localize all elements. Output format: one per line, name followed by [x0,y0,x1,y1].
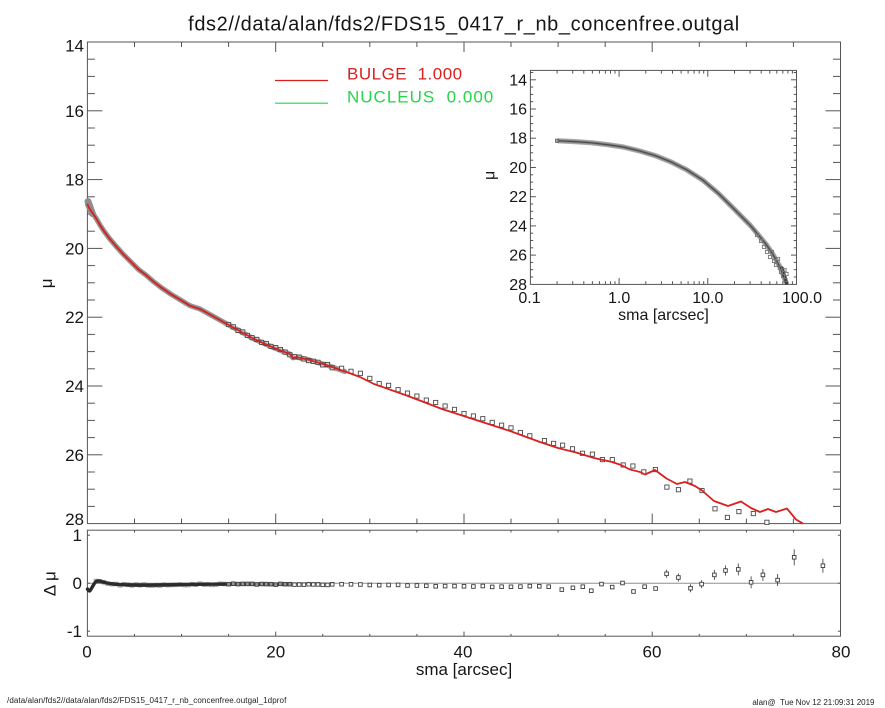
svg-text:16: 16 [65,102,84,121]
svg-text:-1: -1 [67,622,82,641]
svg-text:alan@ Tue Nov 12 21:09:31 201: alan@ Tue Nov 12 21:09:31 2019 [752,698,875,707]
svg-text:20: 20 [65,239,84,258]
svg-text:16: 16 [509,102,527,119]
svg-text:μ: μ [482,171,499,180]
svg-text:0.1: 0.1 [518,290,540,307]
svg-text:/data/alan/fds2//data/alan/fds: /data/alan/fds2//data/alan/fds2/FDS15_04… [7,696,287,705]
svg-text:22: 22 [509,189,527,206]
svg-text:μ: μ [37,278,56,288]
svg-text:100.0: 100.0 [782,290,822,307]
svg-text:1.0: 1.0 [608,290,630,307]
svg-text:1: 1 [73,526,82,545]
svg-text:60: 60 [643,643,662,662]
svg-text:26: 26 [509,248,527,265]
svg-text:18: 18 [65,171,84,190]
svg-text:20: 20 [266,643,285,662]
svg-text:BULGE 1.000: BULGE 1.000 [347,65,463,84]
svg-text:14: 14 [65,37,84,56]
svg-text:26: 26 [65,446,84,465]
svg-text:0: 0 [82,643,91,662]
svg-text:24: 24 [65,377,84,396]
svg-text:80: 80 [832,643,851,662]
svg-text:sma [arcsec]: sma [arcsec] [618,307,709,324]
svg-text:40: 40 [454,643,473,662]
svg-text:28: 28 [509,277,527,294]
svg-text:NUCLEUS 0.000: NUCLEUS 0.000 [347,87,494,106]
svg-text:14: 14 [509,72,527,89]
svg-text:10.0: 10.0 [692,290,723,307]
svg-text:sma [arcsec]: sma [arcsec] [416,660,512,679]
svg-text:28: 28 [65,510,84,529]
svg-text:18: 18 [509,131,527,148]
svg-text:20: 20 [509,160,527,177]
svg-text:Δ μ: Δ μ [40,571,59,596]
svg-text:fds2//data/alan/fds2/FDS15_041: fds2//data/alan/fds2/FDS15_0417_r_nb_con… [188,14,740,36]
svg-text:24: 24 [509,218,527,235]
svg-text:0: 0 [73,574,82,593]
svg-text:22: 22 [65,308,84,327]
